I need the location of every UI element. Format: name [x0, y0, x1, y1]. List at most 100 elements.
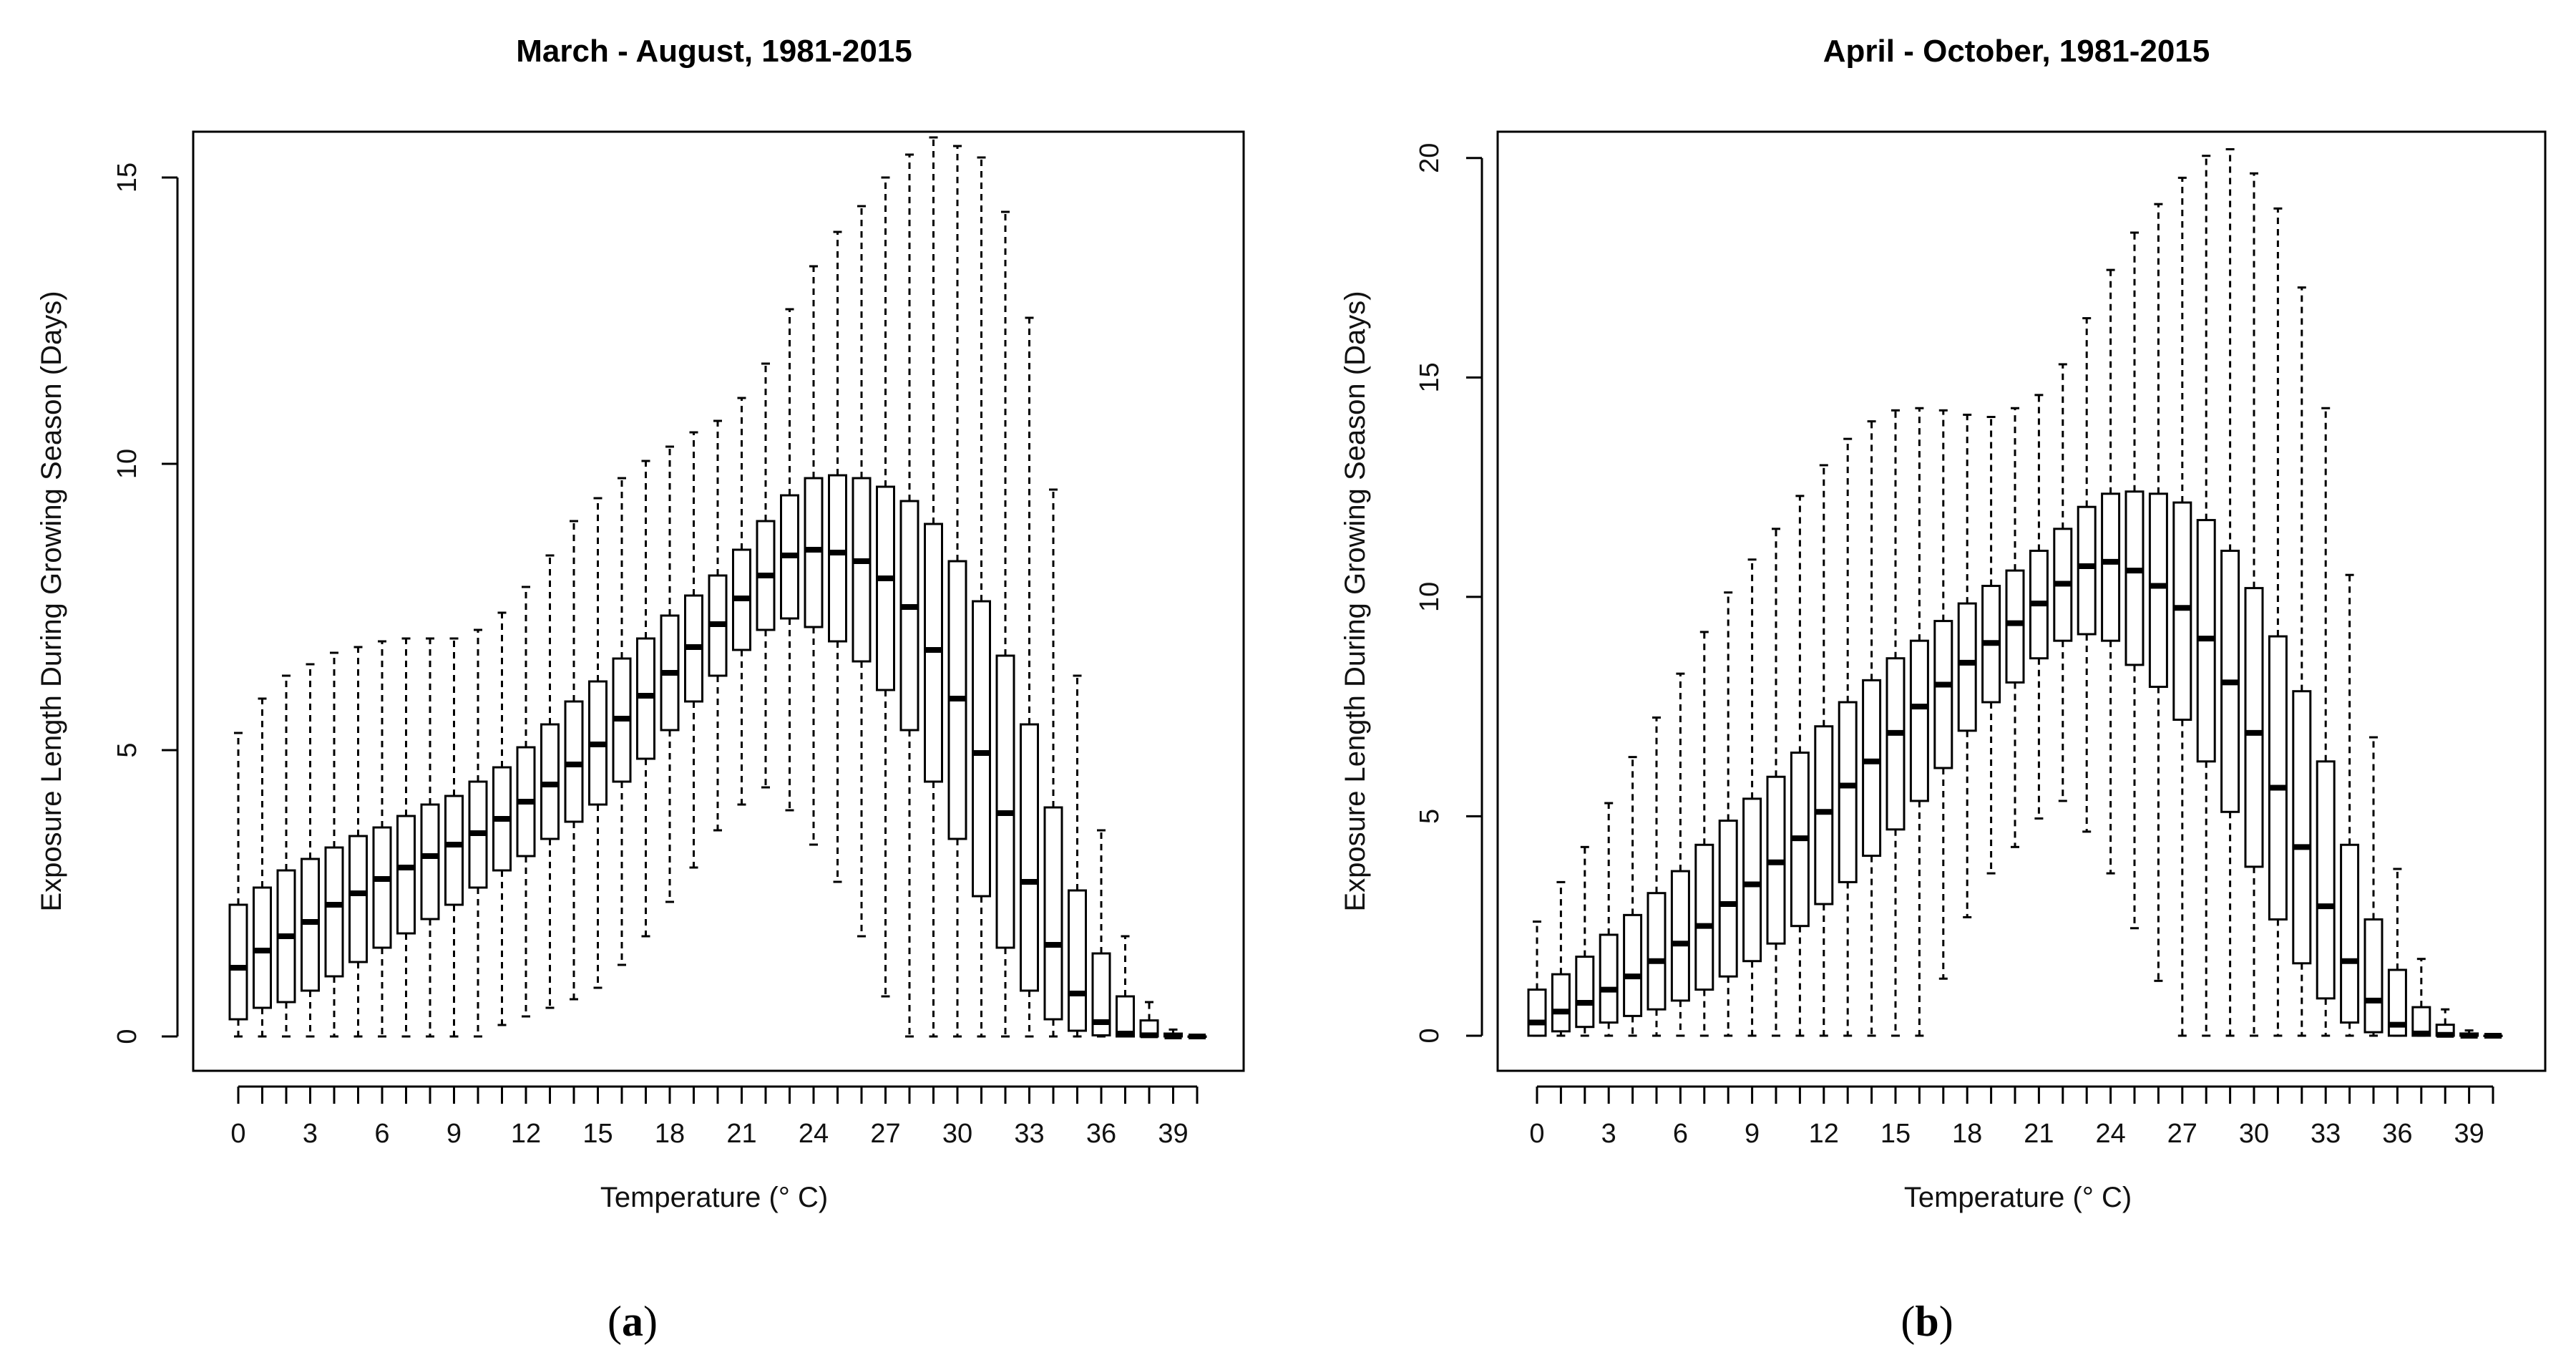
panel-b-box-temp-26 [2148, 203, 2168, 982]
panel-b-x-tick-label: 36 [2382, 1119, 2412, 1149]
iqr-box [852, 477, 872, 663]
panel-a-box-temp-12 [516, 586, 536, 1018]
panel-b-x-axis: 0 3 6 9 12 15 18 21 24 27 30 33 36 39 [1529, 1085, 2494, 1149]
panel-b-x-tick-label: 39 [2454, 1119, 2484, 1149]
panel-b-box-temp-38 [2435, 1008, 2455, 1038]
panel-a-x-tick-label: 3 [303, 1119, 318, 1149]
panel-a-box-temp-21 [732, 397, 751, 806]
panel-a-box-temp-1 [253, 697, 272, 1038]
iqr-box [2363, 918, 2384, 1034]
panel-b-x-tick-label: 27 [2167, 1119, 2197, 1149]
panel-a-x-axis: 0 3 6 9 12 15 18 21 24 27 30 33 36 39 [230, 1085, 1199, 1149]
panel-a-y-tick-label: 0 [112, 1029, 142, 1044]
panel-b-box-temp-37 [2411, 958, 2431, 1037]
panel-a-box-temp-13 [540, 554, 560, 1009]
iqr-box [2340, 843, 2360, 1024]
iqr-box [2244, 587, 2264, 868]
iqr-box [828, 474, 847, 643]
iqr-box [1814, 725, 1834, 905]
iqr-box [1862, 679, 1882, 858]
panel-a-box-temp-38 [1139, 1001, 1159, 1039]
panel-b-label-open-paren: ( [1901, 1298, 1915, 1345]
iqr-box [899, 500, 919, 732]
iqr-box [2172, 501, 2192, 722]
panel-a-y-tick-label: 15 [112, 162, 142, 193]
panel-a-box-temp-29 [924, 136, 943, 1038]
panel-a-box-temp-11 [492, 611, 512, 1026]
panel-b-box-temp-0 [1527, 920, 1547, 1037]
panel-b-y-tick-label: 20 [1415, 143, 1445, 173]
panel-b-box-temp-25 [2124, 231, 2145, 930]
panel-a-box-temp-39 [1163, 1028, 1183, 1039]
panel-a-box-temp-3 [301, 663, 320, 1038]
panel-b-box-temp-10 [1766, 528, 1786, 1037]
panel-b-x-tick-label: 15 [1880, 1119, 1911, 1149]
panel-a-box-temp-28 [899, 153, 919, 1038]
panel-b-boxes [1527, 148, 2503, 1039]
panel-a-x-axis-label: Temperature (° C) [600, 1182, 828, 1213]
panel-b-box-temp-35 [2363, 736, 2384, 1037]
panel-b-box-temp-19 [1981, 416, 2001, 875]
iqr-box [1742, 797, 1762, 963]
panel-a-box-temp-15 [588, 497, 608, 989]
panel-a-label-letter: a [622, 1298, 643, 1345]
panel-b-box-temp-8 [1718, 591, 1738, 1037]
iqr-box [1885, 657, 1906, 831]
panel-a-box-temp-5 [348, 646, 368, 1038]
iqr-box [1527, 988, 1547, 1037]
panel-b-box-temp-2 [1575, 845, 1595, 1037]
panel-a-box-temp-17 [636, 460, 655, 938]
iqr-box [972, 600, 991, 898]
iqr-box [396, 815, 416, 935]
iqr-box [1599, 933, 1619, 1024]
panel-b-box-temp-13 [1838, 437, 1858, 1037]
panel-b-y-tick-label: 10 [1415, 582, 1445, 612]
panel-b-box-temp-22 [2053, 363, 2073, 802]
panel-a-x-tick-label: 18 [655, 1119, 685, 1149]
panel-a-box-temp-2 [276, 674, 296, 1038]
panel-b-box-temp-5 [1646, 716, 1667, 1037]
panel-b-x-tick-label: 33 [2311, 1119, 2341, 1149]
panel-b-y-tick-label: 5 [1415, 809, 1445, 824]
iqr-box [995, 654, 1015, 949]
panel-b-box-temp-32 [2292, 286, 2312, 1037]
iqr-box [420, 803, 440, 920]
panel-b-x-tick-label: 0 [1529, 1119, 1544, 1149]
panel-b-subfigure-label: (b) [1901, 1298, 1953, 1345]
panel-a-box-temp-26 [852, 205, 872, 938]
iqr-box [1694, 843, 1714, 991]
iqr-box [1623, 913, 1643, 1017]
panel-b-x-tick-label: 3 [1601, 1119, 1616, 1149]
panel-b-box-temp-4 [1623, 756, 1643, 1037]
panel-b-box-temp-30 [2244, 172, 2264, 1037]
panel-a-box-temp-4 [324, 651, 344, 1038]
panel-b-box-temp-39 [2459, 1029, 2479, 1039]
panel-a-box-temp-33 [1020, 316, 1039, 1038]
panel-a-y-axis-label: Exposure Length During Growing Season (D… [36, 291, 67, 911]
panel-a-box-temp-9 [444, 637, 464, 1038]
panel-a-y-tick-label: 5 [112, 742, 142, 757]
panel-b-box-temp-14 [1862, 420, 1882, 1037]
panel-a-box-temp-23 [780, 308, 799, 812]
panel-a-box-temp-34 [1043, 488, 1063, 1038]
panel-a-x-tick-label: 36 [1086, 1119, 1116, 1149]
panel-a-box-temp-7 [396, 637, 416, 1038]
panel-b-box-temp-21 [2029, 394, 2049, 820]
panel-a-y-axis: 0 5 10 15 [112, 162, 179, 1044]
iqr-box [1020, 723, 1039, 992]
iqr-box [2101, 492, 2121, 642]
panel-a-subfigure-label: (a) [608, 1298, 658, 1345]
panel-b-box-temp-16 [1909, 407, 1929, 1037]
panel-b-box-temp-36 [2387, 868, 2407, 1037]
iqr-box [1957, 602, 1977, 732]
panel-a-box-temp-36 [1091, 829, 1111, 1038]
iqr-box [1909, 639, 1929, 802]
panel-a-x-tick-label: 21 [726, 1119, 756, 1149]
panel-b-box-temp-15 [1885, 409, 1906, 1037]
iqr-box [1043, 806, 1063, 1021]
iqr-box [2316, 760, 2336, 1000]
panel-a-box-temp-18 [660, 445, 680, 903]
iqr-box [1718, 820, 1738, 978]
